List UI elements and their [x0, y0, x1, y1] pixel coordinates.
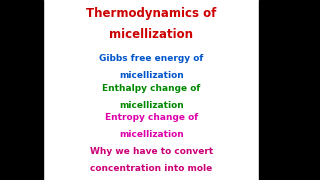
- Bar: [0, 0, 43, 180]
- Text: Why we have to convert: Why we have to convert: [90, 147, 213, 156]
- Bar: [259, 0, 320, 180]
- Text: Gibbs free energy of: Gibbs free energy of: [99, 54, 204, 63]
- Text: micellization: micellization: [119, 101, 184, 110]
- Text: Entropy change of: Entropy change of: [105, 112, 198, 122]
- Text: micellization: micellization: [109, 28, 193, 41]
- Text: micellization: micellization: [119, 71, 184, 80]
- Text: micellization: micellization: [119, 130, 184, 139]
- Text: concentration into mole: concentration into mole: [90, 164, 212, 173]
- Text: Thermodynamics of: Thermodynamics of: [86, 7, 216, 20]
- Text: Enthalpy change of: Enthalpy change of: [102, 84, 200, 93]
